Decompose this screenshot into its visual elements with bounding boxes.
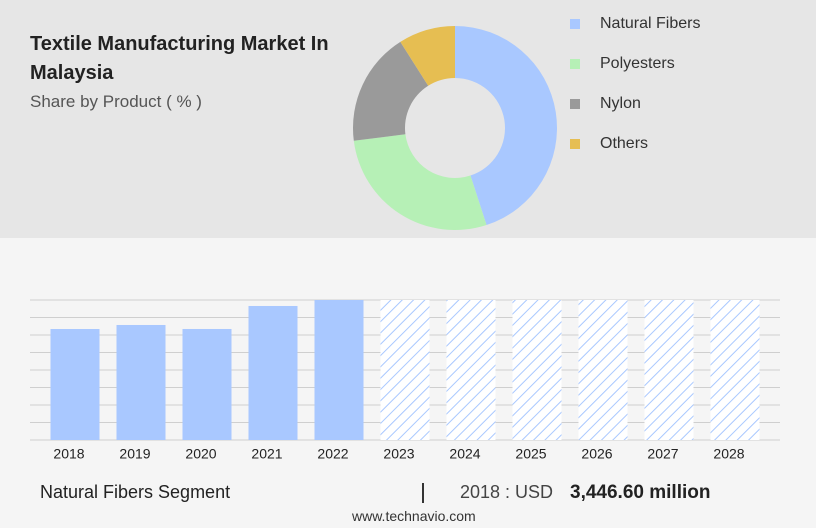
separator xyxy=(422,483,424,503)
bar xyxy=(314,300,364,440)
forecast-bar xyxy=(644,300,694,440)
legend-label: Nylon xyxy=(600,95,641,112)
x-tick-label: 2019 xyxy=(119,446,150,462)
bar xyxy=(182,328,232,440)
legend-swatch xyxy=(570,139,580,149)
x-tick-label: 2018 xyxy=(53,446,84,462)
chart-title: Textile Manufacturing Market In Malaysia xyxy=(30,33,329,84)
legend-swatch xyxy=(570,99,580,109)
legend-label: Polyesters xyxy=(600,55,675,72)
x-tick-label: 2027 xyxy=(647,446,678,462)
forecast-bar xyxy=(512,300,562,440)
forecast-bar xyxy=(446,300,496,440)
donut-slice xyxy=(455,26,558,226)
footer-segment: Natural Fibers Segment xyxy=(40,482,231,502)
x-tick-label: 2021 xyxy=(251,446,282,462)
bar xyxy=(116,324,166,440)
donut-slice xyxy=(352,41,429,141)
x-tick-label: 2023 xyxy=(383,446,414,462)
legend-swatch xyxy=(570,59,580,69)
x-tick-label: 2028 xyxy=(713,446,744,462)
bar xyxy=(248,305,298,440)
forecast-bar xyxy=(380,300,430,440)
x-tick-label: 2025 xyxy=(515,446,546,462)
chart-subtitle: Share by Product ( % ) xyxy=(30,92,202,111)
legend-label: Natural Fibers xyxy=(600,15,700,32)
footer-value: 3,446.60 million xyxy=(570,482,711,503)
forecast-bar xyxy=(710,300,760,440)
footer-year: 2018 : USD xyxy=(460,482,554,502)
x-tick-label: 2024 xyxy=(449,446,480,462)
legend-swatch xyxy=(570,19,580,29)
legend-label: Others xyxy=(600,135,648,152)
x-tick-label: 2020 xyxy=(185,446,216,462)
footer-source: www.technavio.com xyxy=(352,508,476,524)
donut-slice xyxy=(353,134,487,231)
x-tick-label: 2026 xyxy=(581,446,612,462)
bar xyxy=(50,328,100,440)
x-tick-label: 2022 xyxy=(317,446,348,462)
donut-slice xyxy=(400,26,455,86)
forecast-bar xyxy=(578,300,628,440)
